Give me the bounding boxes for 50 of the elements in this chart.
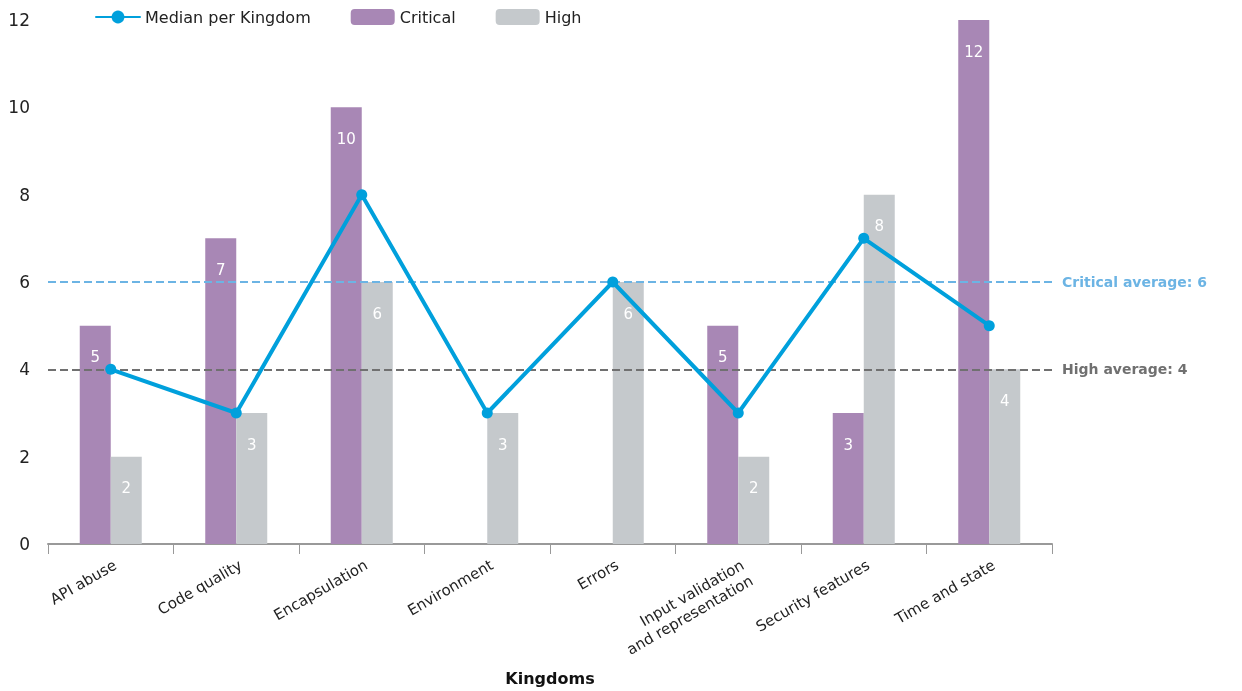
- bar: [487, 413, 519, 544]
- legend-label: Median per Kingdom: [145, 7, 311, 27]
- point: [732, 407, 744, 419]
- data-label: 8: [874, 217, 885, 236]
- x-axis-title: Kingdoms: [505, 668, 595, 688]
- data-label: 3: [497, 435, 508, 454]
- ref-line-label: Critical average: 6: [1062, 274, 1208, 290]
- bar: [863, 194, 895, 544]
- bar: [707, 325, 739, 544]
- data-label: 7: [215, 260, 226, 279]
- bar: [236, 413, 268, 544]
- bar: [832, 413, 864, 544]
- point: [481, 407, 493, 419]
- data-label: 12: [964, 42, 984, 61]
- bar: [612, 282, 644, 544]
- data-label: 4: [999, 391, 1010, 410]
- y-tick-label: 4: [19, 359, 30, 380]
- data-label: 6: [623, 304, 634, 323]
- y-tick-label: 8: [19, 184, 30, 205]
- data-label: 3: [843, 435, 854, 454]
- bar: [205, 238, 237, 544]
- y-tick-label: 2: [19, 446, 30, 467]
- data-label: 2: [748, 479, 759, 498]
- y-tick-label: 12: [8, 10, 30, 30]
- bar: [330, 107, 362, 544]
- point: [105, 363, 117, 375]
- bar: [958, 20, 990, 544]
- ref-line-label: High average: 4: [1062, 361, 1188, 378]
- bar: [738, 456, 770, 544]
- legend-label: High: [544, 7, 582, 27]
- y-tick-label: 6: [19, 272, 30, 292]
- bar: [361, 282, 393, 544]
- y-tick-label: 0: [19, 534, 30, 554]
- point: [858, 232, 870, 244]
- point: [983, 320, 995, 332]
- point: [356, 189, 368, 201]
- point: [230, 407, 242, 419]
- bar: [79, 325, 111, 544]
- bar: [110, 456, 142, 544]
- point: [607, 276, 619, 288]
- x-tick-label: Time and state: [891, 556, 999, 629]
- y-tick-label: 10: [8, 97, 30, 118]
- legend-label: Critical: [399, 7, 456, 27]
- data-label: 2: [121, 479, 132, 498]
- bar: [989, 369, 1021, 544]
- data-label: 5: [90, 348, 101, 367]
- data-label: 6: [372, 304, 383, 323]
- data-label: 10: [336, 129, 356, 148]
- data-label: 5: [717, 348, 728, 367]
- data-label: 3: [246, 435, 257, 454]
